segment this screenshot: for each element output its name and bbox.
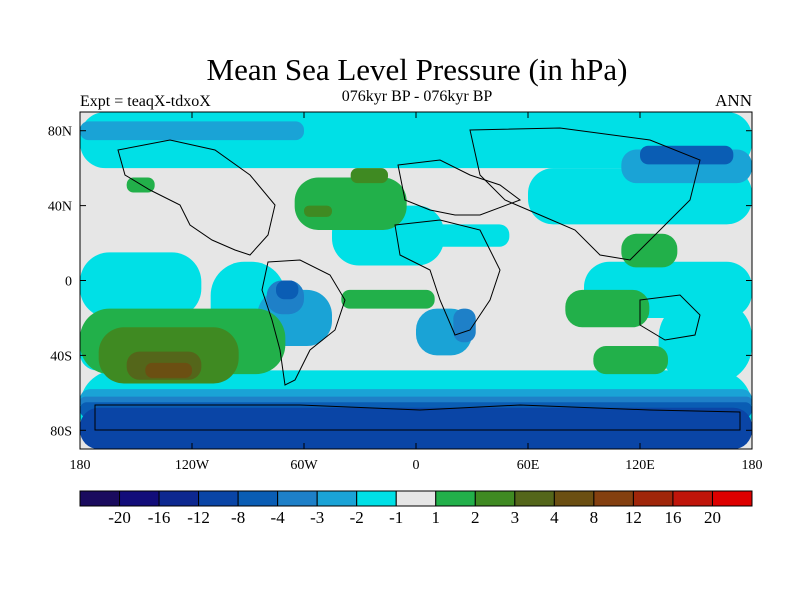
field-region-3-1 (350, 168, 388, 184)
coastline-5 (639, 294, 701, 341)
colorbar-box-10 (474, 490, 516, 507)
colorbar-box-2 (158, 490, 200, 507)
colorbar-box-8 (395, 490, 437, 507)
colorbar-label-1: -16 (148, 508, 171, 527)
coastline-6 (94, 404, 741, 431)
colorbar-label-13: 12 (625, 508, 642, 527)
colorbar-label-6: -2 (350, 508, 364, 527)
colorbar-box-12 (553, 490, 595, 507)
x-tick-label-0: 180 (70, 458, 91, 473)
y-tick-label-0: 80N (48, 125, 72, 140)
colorbar-label-4: -4 (271, 508, 286, 527)
colorbar-box-1 (119, 490, 160, 507)
colorbar-box-16 (711, 490, 753, 507)
colorbar-box-4 (237, 490, 279, 507)
colorbar-label-7: -1 (389, 508, 403, 527)
chart-subtitle: 076kyr BP - 076kyr BP (341, 88, 493, 105)
field-region-neg1-9 (658, 299, 752, 384)
field-region-neg4-1 (276, 280, 299, 300)
field-region-2-3 (565, 289, 650, 328)
colorbar-label-8: 1 (432, 508, 441, 527)
colorbar-box-15 (672, 490, 713, 507)
field-region-3-2 (304, 205, 332, 217)
field-region-neg1-5 (397, 224, 510, 247)
field-region-neg3-2 (453, 308, 476, 343)
y-tick-label-2: 0 (65, 275, 72, 290)
x-tick-label-3: 0 (413, 458, 420, 473)
colorbar-box-13 (593, 490, 634, 507)
colorbar-label-9: 2 (471, 508, 480, 527)
x-tick-label-5: 120E (625, 458, 655, 473)
field-region-2-4 (593, 346, 668, 375)
colorbar-box-7 (356, 490, 397, 507)
field-region-neg8-0 (80, 407, 752, 449)
colorbar-label-2: -12 (187, 508, 210, 527)
x-tick-label-4: 60E (517, 458, 540, 473)
colorbar-box-5 (277, 490, 318, 507)
colorbar-box-9 (435, 490, 476, 507)
colorbar-label-12: 8 (590, 508, 599, 527)
season-label: ANN (715, 91, 752, 110)
colorbar-label-0: -20 (108, 508, 131, 527)
colorbar-label-11: 4 (550, 508, 559, 527)
x-tick-label-6: 180 (742, 458, 763, 473)
colorbar-label-10: 3 (511, 508, 520, 527)
field-region-neg2-3 (80, 121, 304, 141)
coastline-2 (397, 159, 522, 216)
field-region-2-1 (294, 177, 407, 230)
y-tick-label-1: 40N (48, 200, 72, 215)
colorbar-label-3: -8 (231, 508, 245, 527)
field-region-neg1-2 (80, 252, 202, 318)
x-tick-label-1: 120W (175, 458, 210, 473)
colorbar-box-0 (79, 490, 121, 507)
y-tick-label-3: 40S (50, 349, 72, 364)
coastline-4 (469, 127, 701, 261)
colorbar-box-6 (316, 490, 358, 507)
chart-title: Mean Sea Level Pressure (in hPa) (206, 52, 628, 87)
coastline-1 (261, 259, 346, 386)
colorbar-box-14 (632, 490, 674, 507)
coastline-3 (394, 219, 501, 336)
colorbar-box-3 (198, 490, 239, 507)
colorbar-box-11 (514, 490, 555, 507)
field-region-2-2 (341, 289, 435, 309)
colorbar-label-14: 16 (664, 508, 681, 527)
coastline-0 (117, 139, 276, 256)
colorbar-label-15: 20 (704, 508, 721, 527)
y-tick-label-4: 80S (50, 424, 72, 439)
colorbar-label-5: -3 (310, 508, 324, 527)
field-region-2-5 (621, 233, 678, 268)
x-tick-label-2: 60W (290, 458, 318, 473)
field-region-8-0 (145, 362, 192, 378)
experiment-label: Expt = teaqX-tdxoX (80, 93, 211, 110)
